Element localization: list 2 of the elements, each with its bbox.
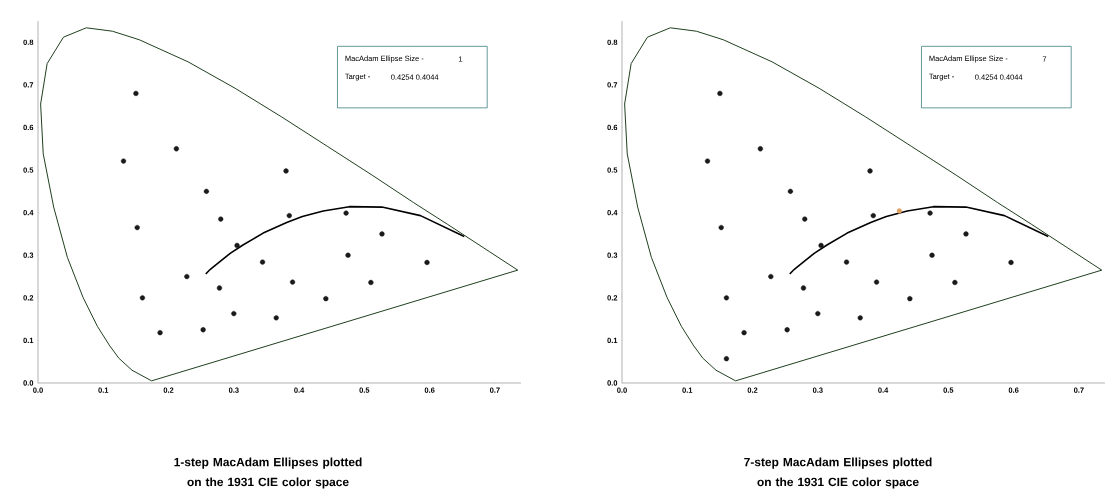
text: 7-step MacAdam Ellipses plotted on the 1931 CIE color space [744, 457, 932, 489]
text: 1-step MacAdam Ellipses plotted on the 1931 CIE color space [174, 457, 362, 489]
